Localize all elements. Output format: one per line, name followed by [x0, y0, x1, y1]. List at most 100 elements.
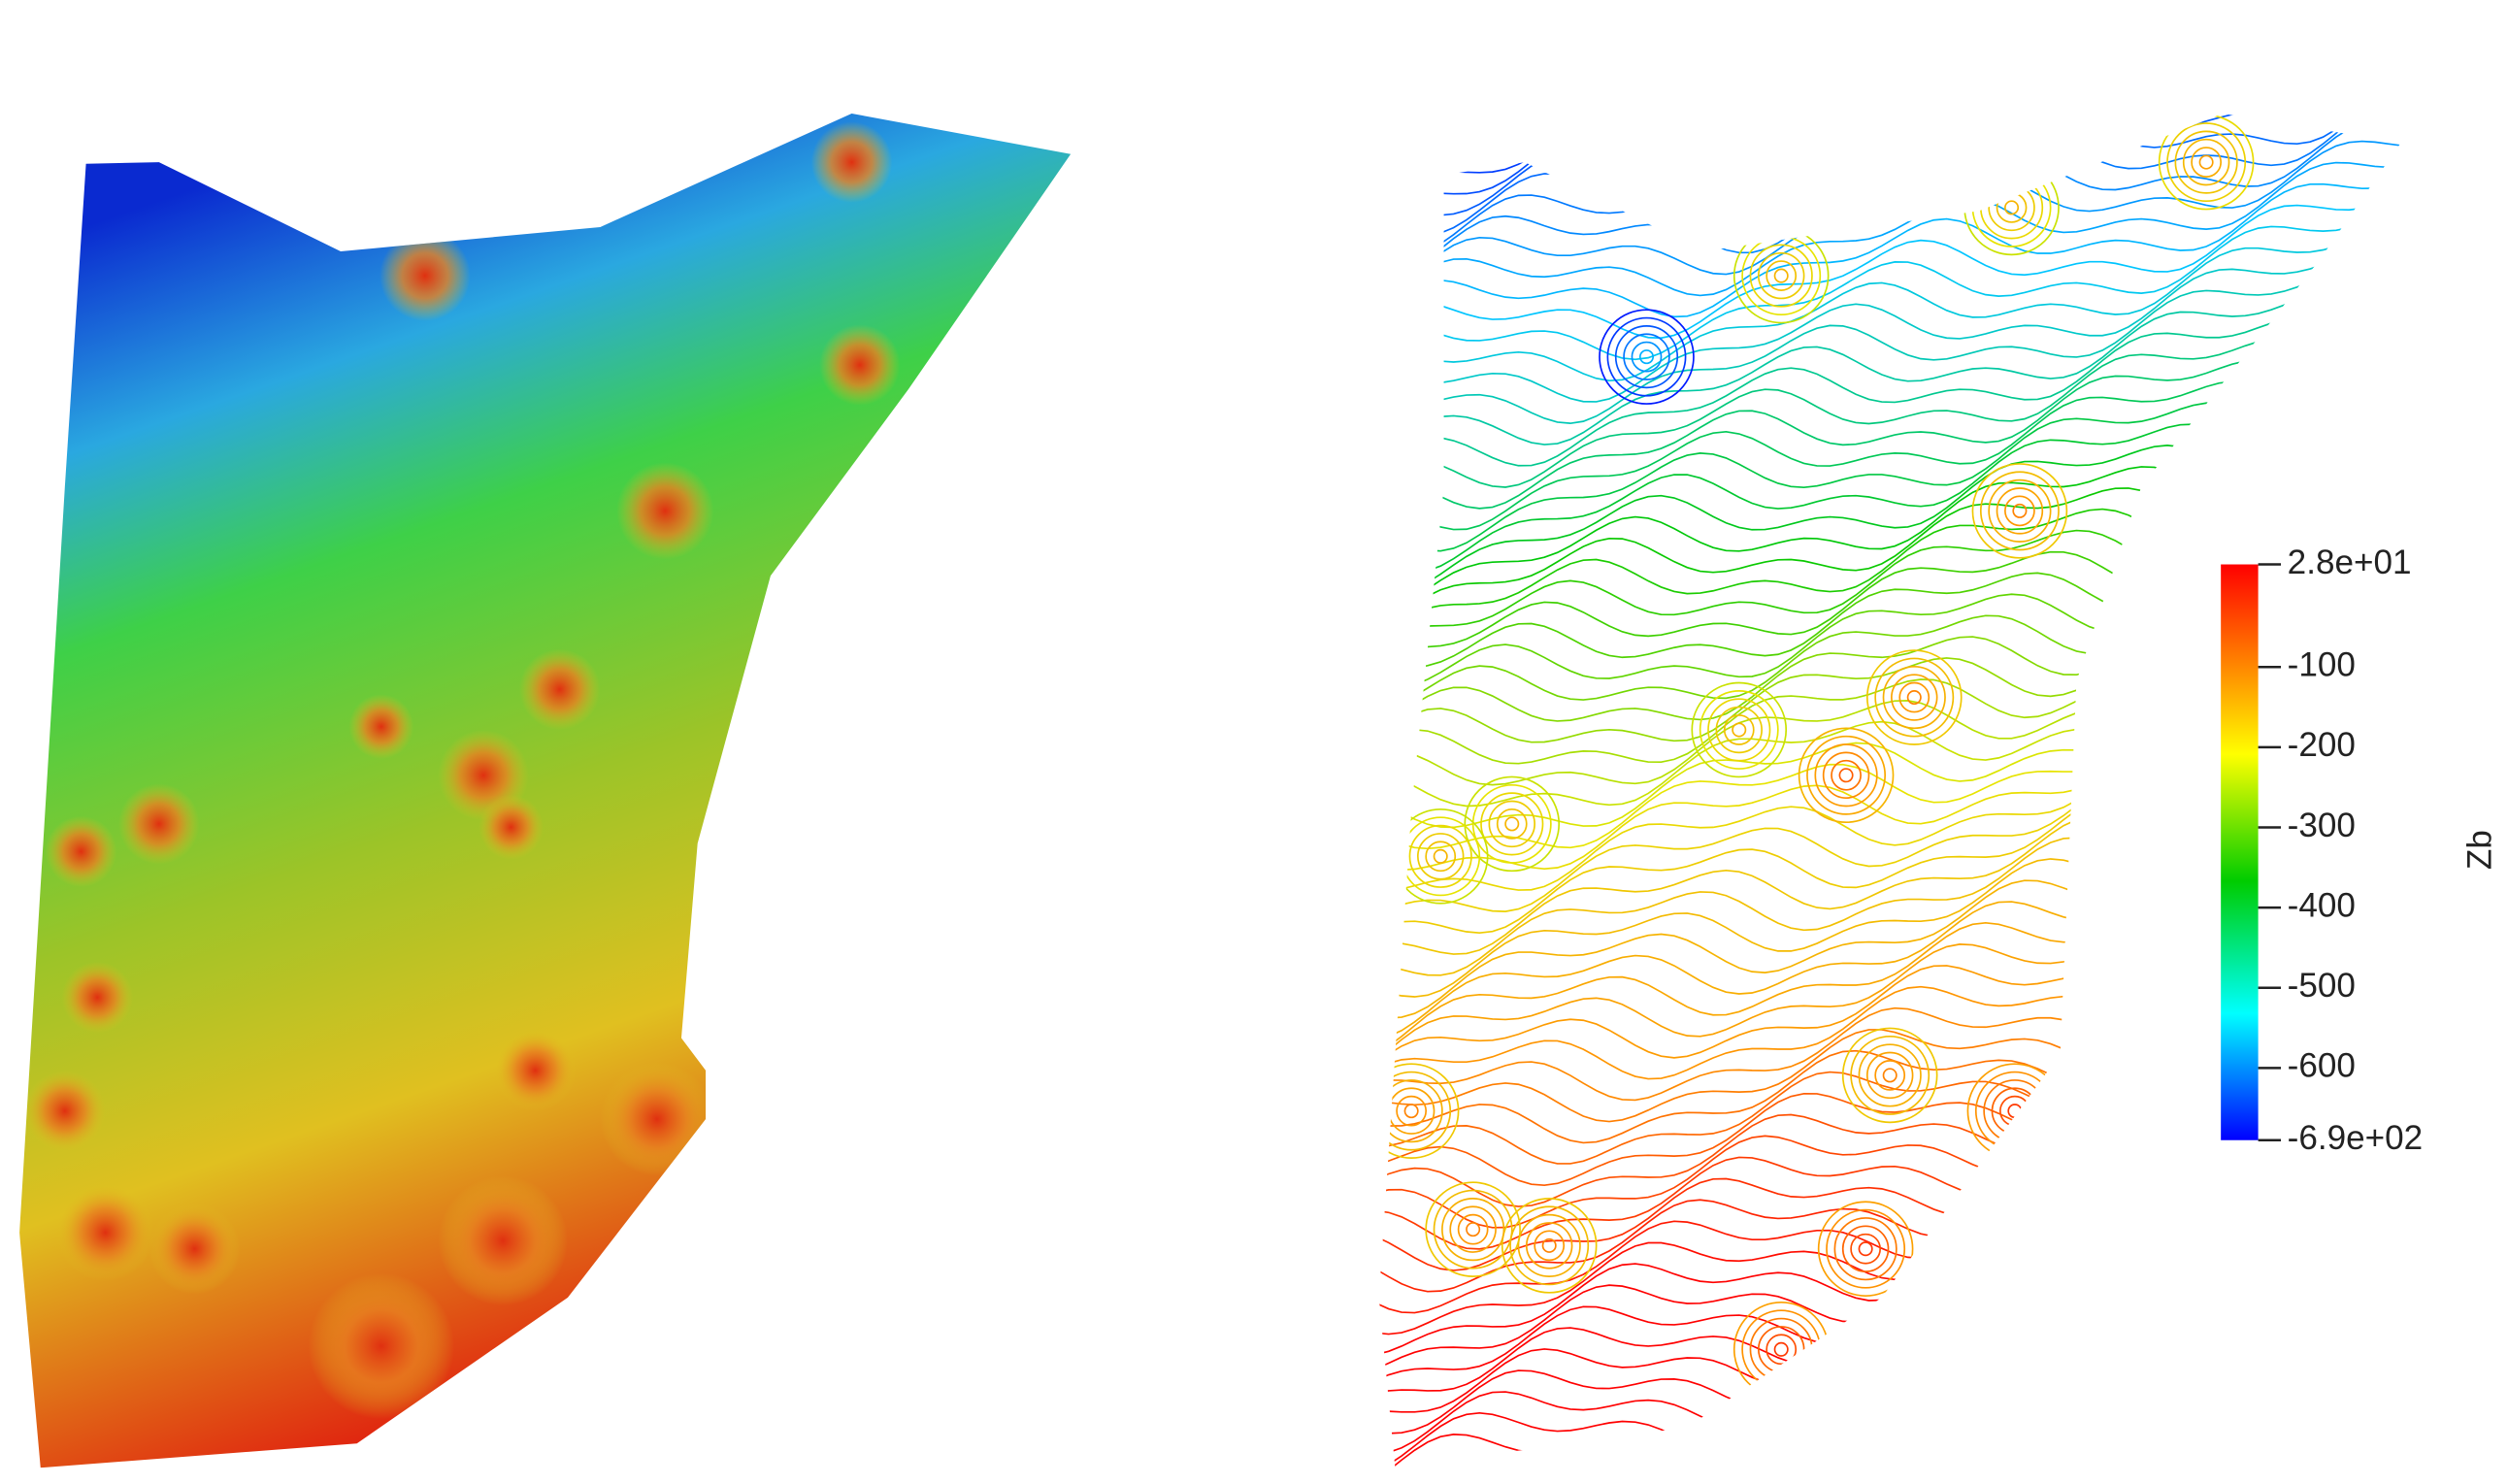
- contour-ring: [2007, 1104, 2023, 1119]
- contour-ring: [1882, 665, 1946, 730]
- contour-ring: [1466, 1222, 1481, 1237]
- contour-line: [1378, 338, 2401, 488]
- contour-ring: [2191, 147, 2222, 178]
- colorbar-tick-label: -300: [2288, 807, 2356, 844]
- contour-ring: [1826, 1208, 1906, 1289]
- surface-peak: [600, 1062, 714, 1176]
- surface-peak: [494, 1030, 577, 1111]
- surface-peak: [61, 961, 134, 1034]
- contour-ring: [1741, 1309, 1822, 1390]
- contour-ring: [1732, 1302, 1830, 1398]
- contour-ring: [1850, 1233, 1881, 1265]
- contour-ring: [1378, 1063, 1460, 1159]
- contour-line: [1378, 380, 2401, 531]
- contour-ring: [1964, 159, 2060, 256]
- contour-ring: [1991, 1087, 2039, 1135]
- contour-ring: [1525, 1222, 1573, 1270]
- contour-line: [1378, 253, 2401, 403]
- contour-ring: [1433, 848, 1448, 864]
- contour-ring: [1416, 833, 1465, 880]
- contour-ring: [2166, 122, 2247, 203]
- contour-ring: [1996, 487, 2044, 535]
- contour-ring: [1773, 1341, 1789, 1357]
- contour-ring: [1378, 1071, 1452, 1151]
- colorbar-tick-label: -100: [2288, 646, 2356, 684]
- surface-peak: [478, 794, 544, 860]
- contour-ring: [1723, 714, 1755, 745]
- contour-ring: [1396, 1095, 1428, 1127]
- contour-ring: [1999, 1095, 2030, 1127]
- contour-line: [1378, 402, 2401, 552]
- contour-line: [1378, 113, 2401, 259]
- contour-ring: [1441, 1198, 1505, 1262]
- contour-line: [1378, 1336, 2401, 1468]
- contour-ring: [1403, 1104, 1419, 1119]
- contour-ring: [1457, 1213, 1489, 1245]
- surface-peak: [819, 324, 901, 406]
- contour-ring: [1534, 1230, 1566, 1262]
- contour-line: [1378, 113, 2401, 201]
- colorbar-tick-label: -400: [2288, 886, 2356, 924]
- contour-ring: [1833, 1217, 1898, 1281]
- contour-ring: [1541, 1237, 1557, 1253]
- contour-line: [1378, 113, 2401, 139]
- surface-peak: [348, 694, 414, 760]
- contour-ring: [1988, 183, 2035, 232]
- contour-ring: [1387, 1087, 1436, 1135]
- contour-line: [1378, 191, 2401, 340]
- contour-ring: [1408, 824, 1472, 888]
- contour-ring: [1471, 783, 1552, 864]
- contour-ring: [1858, 1241, 1873, 1257]
- surface-peak: [616, 462, 714, 560]
- contour-line: [1378, 113, 2401, 239]
- contour-ring: [1979, 471, 2060, 551]
- contour-ring: [1773, 268, 1789, 283]
- colorbar: [2221, 564, 2259, 1140]
- contour-ring: [1865, 1051, 1914, 1100]
- contour-line: [1378, 113, 2401, 160]
- contour-ring: [1841, 1225, 1890, 1272]
- contour-ring: [1449, 1205, 1497, 1253]
- contour-ring: [1599, 309, 1695, 405]
- contour-ring: [1757, 251, 1805, 300]
- contour-ring: [1715, 706, 1763, 754]
- contour-ring: [1691, 681, 1788, 778]
- contour-line: [1378, 113, 2401, 225]
- contour-line: [1378, 140, 2401, 301]
- contour-ring: [1971, 463, 2068, 559]
- contour-ring: [1699, 690, 1779, 770]
- contour-ring: [1971, 167, 2052, 247]
- contour-ring: [1749, 244, 1813, 308]
- surface-peak: [56, 1183, 154, 1282]
- surface-peak: [810, 121, 893, 203]
- contour-ring: [1501, 1198, 1598, 1294]
- surface-plot: [19, 113, 1072, 1468]
- contour-line: [1378, 211, 2401, 361]
- contour-line: [1378, 232, 2401, 382]
- contour-ring: [1517, 1213, 1581, 1277]
- surface-peak: [148, 1203, 241, 1295]
- surface-peak: [118, 783, 200, 865]
- contour-ring: [1614, 325, 1679, 389]
- contour-ring: [1874, 657, 1955, 738]
- contour-ring: [1732, 722, 1747, 738]
- contour-ring: [1822, 751, 1870, 799]
- contour-ring: [1488, 800, 1535, 848]
- surface-peak: [45, 815, 117, 888]
- contour-ring: [1504, 816, 1520, 832]
- contour-ring: [2174, 130, 2238, 194]
- surface-peak: [24, 1070, 106, 1152]
- contour-ring: [1433, 1189, 1513, 1270]
- contour-ring: [1623, 333, 1670, 380]
- colorbar-tick-label: -200: [2288, 726, 2356, 764]
- surface-peak: [438, 1175, 568, 1306]
- contour-ring: [1707, 698, 1771, 762]
- contour-ring: [1798, 727, 1895, 824]
- contour-line: [1378, 118, 2401, 280]
- contour-ring: [1858, 1043, 1922, 1107]
- contour-ring: [1850, 1035, 1930, 1115]
- contour-ring: [2004, 495, 2035, 527]
- contour-ring: [1509, 1205, 1590, 1286]
